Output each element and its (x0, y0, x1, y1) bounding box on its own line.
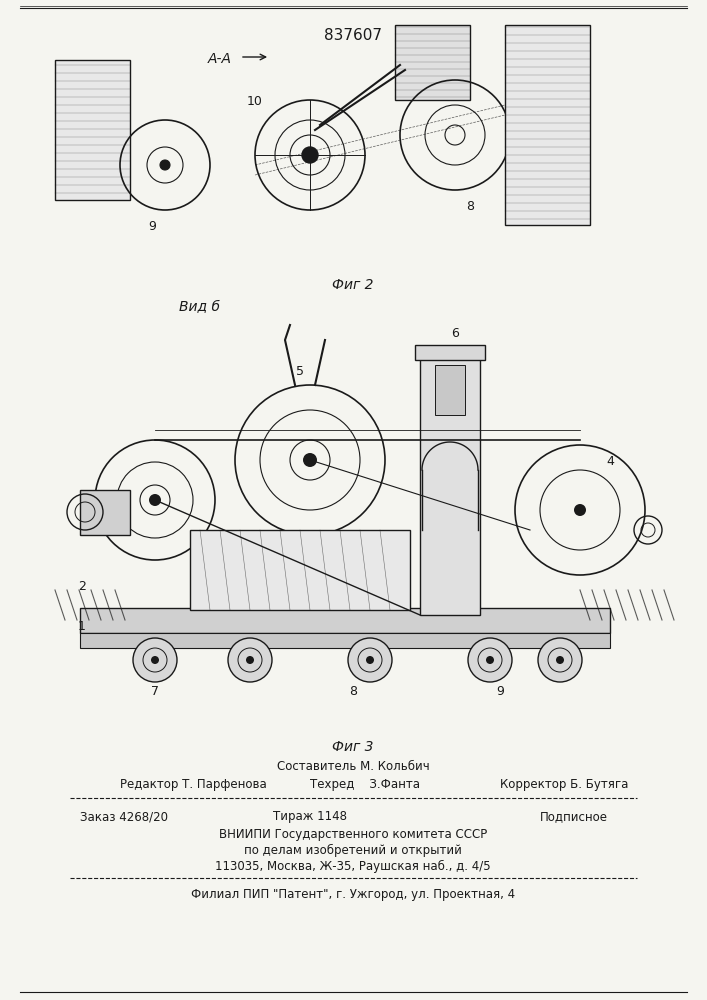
Text: Заказ 4268/20: Заказ 4268/20 (80, 810, 168, 823)
Polygon shape (55, 60, 130, 200)
Bar (80, 490, 130, 535)
Bar (80, 633, 610, 648)
Text: Составитель М. Кольбич: Составитель М. Кольбич (276, 760, 429, 773)
Circle shape (303, 453, 317, 467)
Circle shape (468, 638, 512, 682)
Text: Филиал ПИП "Патент", г. Ужгород, ул. Проектная, 4: Филиал ПИП "Патент", г. Ужгород, ул. Про… (191, 888, 515, 901)
Circle shape (366, 656, 374, 664)
Text: 4: 4 (606, 455, 614, 468)
Text: 10: 10 (247, 95, 263, 108)
Bar (190, 530, 410, 610)
Circle shape (538, 638, 582, 682)
Text: 7: 7 (151, 685, 159, 698)
Circle shape (149, 494, 161, 506)
Text: ВНИИПИ Государственного комитета СССР: ВНИИПИ Государственного комитета СССР (219, 828, 487, 841)
Polygon shape (395, 25, 470, 100)
Circle shape (160, 160, 170, 170)
Text: 6: 6 (451, 327, 459, 340)
Text: 9: 9 (148, 220, 156, 233)
Text: Редактор Т. Парфенова: Редактор Т. Парфенова (120, 778, 267, 791)
Text: по делам изобретений и открытий: по делам изобретений и открытий (244, 844, 462, 857)
Circle shape (348, 638, 392, 682)
Bar (415, 345, 485, 360)
Text: Вид б: Вид б (180, 300, 221, 314)
Text: Техред    З.Фанта: Техред З.Фанта (310, 778, 420, 791)
Text: 1: 1 (78, 620, 86, 633)
Text: 8: 8 (349, 685, 357, 698)
Text: 9: 9 (496, 685, 504, 698)
Text: 113035, Москва, Ж-35, Раушская наб., д. 4/5: 113035, Москва, Ж-35, Раушская наб., д. … (215, 860, 491, 873)
Text: 5: 5 (296, 365, 304, 378)
Text: Фиг 3: Фиг 3 (332, 740, 374, 754)
Text: 837607: 837607 (324, 28, 382, 43)
Text: 8: 8 (466, 200, 474, 213)
Text: Фиг 2: Фиг 2 (332, 278, 374, 292)
Circle shape (151, 656, 159, 664)
Bar (420, 355, 480, 615)
Text: Корректор Б. Бутяга: Корректор Б. Бутяга (500, 778, 629, 791)
Circle shape (228, 638, 272, 682)
Text: Подписное: Подписное (540, 810, 608, 823)
Circle shape (556, 656, 564, 664)
Circle shape (302, 147, 318, 163)
Text: А-А: А-А (208, 52, 232, 66)
Bar (435, 365, 465, 415)
Circle shape (246, 656, 254, 664)
Circle shape (574, 504, 586, 516)
Circle shape (133, 638, 177, 682)
Bar (80, 608, 610, 633)
Polygon shape (505, 25, 590, 225)
Text: 2: 2 (78, 580, 86, 593)
Circle shape (486, 656, 494, 664)
Text: Тираж 1148: Тираж 1148 (273, 810, 347, 823)
